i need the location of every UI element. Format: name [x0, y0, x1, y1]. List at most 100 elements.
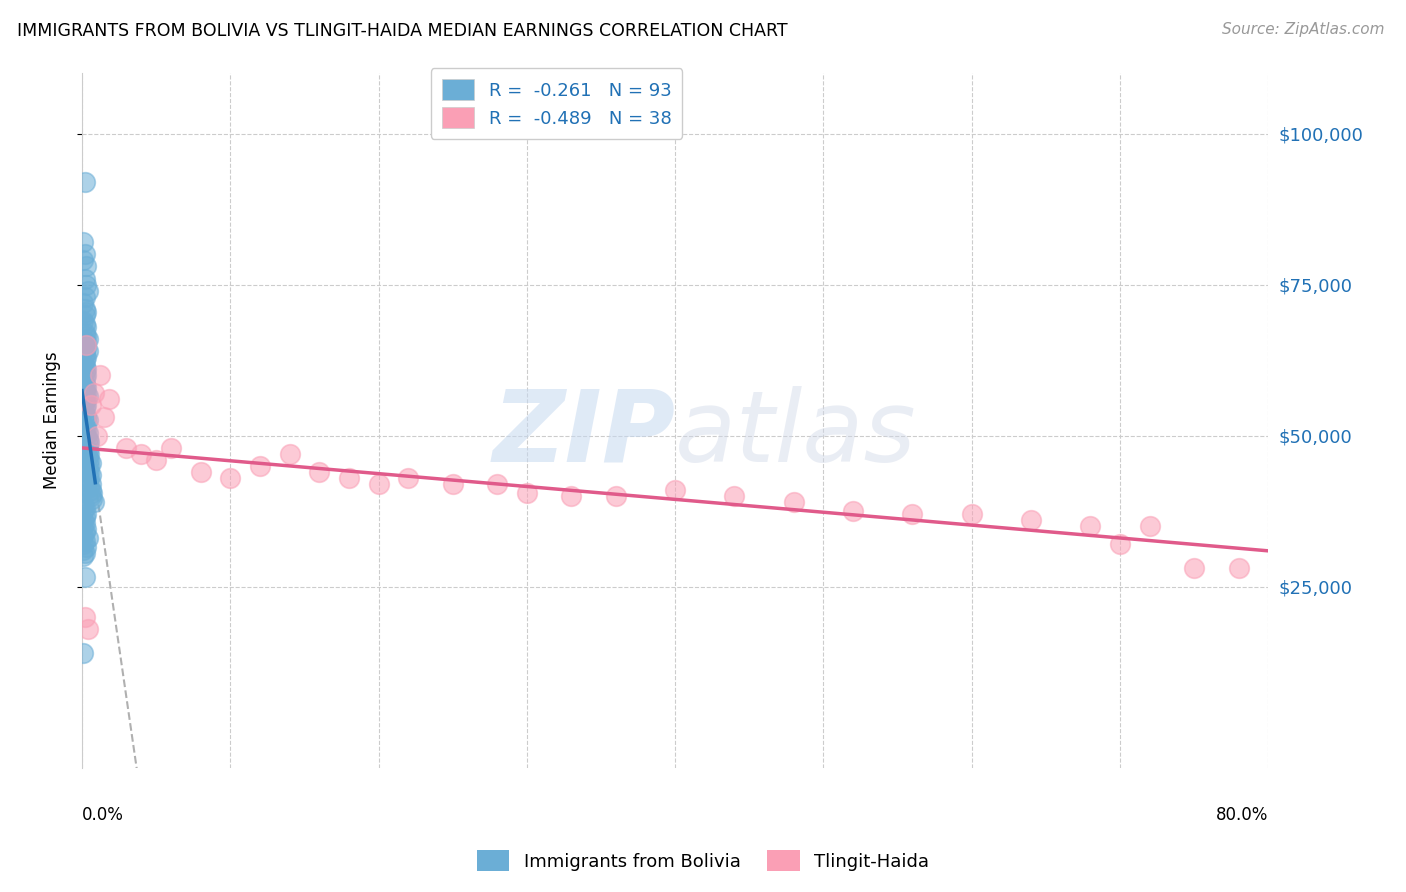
Tlingit-Haida — [441, 476, 464, 491]
Tlingit-Haida — [1109, 537, 1132, 551]
Immigrants from Bolivia — [73, 290, 96, 304]
Immigrants from Bolivia — [72, 504, 94, 518]
Immigrants from Bolivia — [72, 543, 94, 558]
Immigrants from Bolivia — [80, 489, 103, 503]
Legend: Immigrants from Bolivia, Tlingit-Haida: Immigrants from Bolivia, Tlingit-Haida — [470, 843, 936, 879]
Tlingit-Haida — [145, 452, 167, 467]
Tlingit-Haida — [278, 447, 301, 461]
Immigrants from Bolivia — [79, 447, 101, 461]
Tlingit-Haida — [308, 465, 330, 479]
Immigrants from Bolivia — [75, 329, 97, 343]
Tlingit-Haida — [1139, 519, 1161, 533]
Immigrants from Bolivia — [80, 483, 103, 497]
Immigrants from Bolivia — [72, 513, 94, 527]
Immigrants from Bolivia — [73, 365, 96, 379]
Immigrants from Bolivia — [73, 395, 96, 409]
Immigrants from Bolivia — [82, 491, 104, 506]
Immigrants from Bolivia — [75, 260, 97, 274]
Immigrants from Bolivia — [75, 423, 97, 437]
Tlingit-Haida — [1019, 513, 1042, 527]
Immigrants from Bolivia — [72, 314, 94, 328]
Immigrants from Bolivia — [73, 570, 96, 584]
Immigrants from Bolivia — [72, 295, 94, 310]
Immigrants from Bolivia — [77, 462, 100, 476]
Immigrants from Bolivia — [75, 334, 97, 349]
Immigrants from Bolivia — [77, 443, 100, 458]
Tlingit-Haida — [190, 465, 212, 479]
Immigrants from Bolivia — [77, 474, 100, 488]
Immigrants from Bolivia — [73, 501, 96, 516]
Immigrants from Bolivia — [83, 495, 105, 509]
Immigrants from Bolivia — [72, 374, 94, 388]
Immigrants from Bolivia — [73, 326, 96, 340]
Immigrants from Bolivia — [75, 368, 97, 383]
Tlingit-Haida — [1182, 561, 1205, 575]
Legend: R =  -0.261   N = 93, R =  -0.489   N = 38: R = -0.261 N = 93, R = -0.489 N = 38 — [430, 69, 682, 139]
Text: atlas: atlas — [675, 386, 917, 483]
Tlingit-Haida — [367, 476, 389, 491]
Text: Source: ZipAtlas.com: Source: ZipAtlas.com — [1222, 22, 1385, 37]
Immigrants from Bolivia — [77, 531, 100, 545]
Immigrants from Bolivia — [80, 476, 103, 491]
Immigrants from Bolivia — [73, 510, 96, 524]
Tlingit-Haida — [80, 398, 103, 412]
Immigrants from Bolivia — [75, 277, 97, 292]
Immigrants from Bolivia — [73, 516, 96, 530]
Tlingit-Haida — [842, 504, 865, 518]
Immigrants from Bolivia — [80, 467, 103, 482]
Immigrants from Bolivia — [75, 341, 97, 355]
Immigrants from Bolivia — [73, 353, 96, 368]
Immigrants from Bolivia — [75, 507, 97, 521]
Tlingit-Haida — [89, 368, 111, 383]
Immigrants from Bolivia — [73, 308, 96, 322]
Immigrants from Bolivia — [72, 549, 94, 564]
Immigrants from Bolivia — [73, 371, 96, 385]
Tlingit-Haida — [219, 471, 242, 485]
Tlingit-Haida — [605, 489, 627, 503]
Tlingit-Haida — [486, 476, 509, 491]
Immigrants from Bolivia — [75, 392, 97, 407]
Tlingit-Haida — [115, 441, 138, 455]
Text: 80.0%: 80.0% — [1216, 805, 1268, 824]
Immigrants from Bolivia — [75, 428, 97, 442]
Immigrants from Bolivia — [72, 235, 94, 250]
Immigrants from Bolivia — [77, 432, 100, 446]
Immigrants from Bolivia — [79, 458, 101, 473]
Immigrants from Bolivia — [77, 284, 100, 298]
Immigrants from Bolivia — [75, 305, 97, 319]
Immigrants from Bolivia — [75, 380, 97, 394]
Tlingit-Haida — [560, 489, 582, 503]
Tlingit-Haida — [960, 507, 983, 521]
Immigrants from Bolivia — [73, 347, 96, 361]
Immigrants from Bolivia — [79, 480, 101, 494]
Immigrants from Bolivia — [73, 247, 96, 261]
Immigrants from Bolivia — [73, 384, 96, 398]
Immigrants from Bolivia — [73, 419, 96, 434]
Immigrants from Bolivia — [73, 175, 96, 189]
Immigrants from Bolivia — [72, 646, 94, 660]
Text: IMMIGRANTS FROM BOLIVIA VS TLINGIT-HAIDA MEDIAN EARNINGS CORRELATION CHART: IMMIGRANTS FROM BOLIVIA VS TLINGIT-HAIDA… — [17, 22, 787, 40]
Immigrants from Bolivia — [77, 437, 100, 451]
Immigrants from Bolivia — [77, 450, 100, 464]
Tlingit-Haida — [337, 471, 360, 485]
Immigrants from Bolivia — [77, 389, 100, 403]
Tlingit-Haida — [129, 447, 152, 461]
Tlingit-Haida — [516, 486, 538, 500]
Immigrants from Bolivia — [72, 528, 94, 542]
Immigrants from Bolivia — [79, 471, 101, 485]
Immigrants from Bolivia — [75, 386, 97, 401]
Immigrants from Bolivia — [72, 404, 94, 418]
Text: ZIP: ZIP — [492, 386, 675, 483]
Tlingit-Haida — [723, 489, 745, 503]
Immigrants from Bolivia — [80, 456, 103, 470]
Immigrants from Bolivia — [75, 410, 97, 425]
Immigrants from Bolivia — [72, 519, 94, 533]
Immigrants from Bolivia — [75, 362, 97, 376]
Immigrants from Bolivia — [73, 359, 96, 373]
Tlingit-Haida — [901, 507, 924, 521]
Immigrants from Bolivia — [73, 546, 96, 560]
Immigrants from Bolivia — [77, 425, 100, 440]
Immigrants from Bolivia — [73, 377, 96, 392]
Immigrants from Bolivia — [79, 452, 101, 467]
Tlingit-Haida — [77, 622, 100, 636]
